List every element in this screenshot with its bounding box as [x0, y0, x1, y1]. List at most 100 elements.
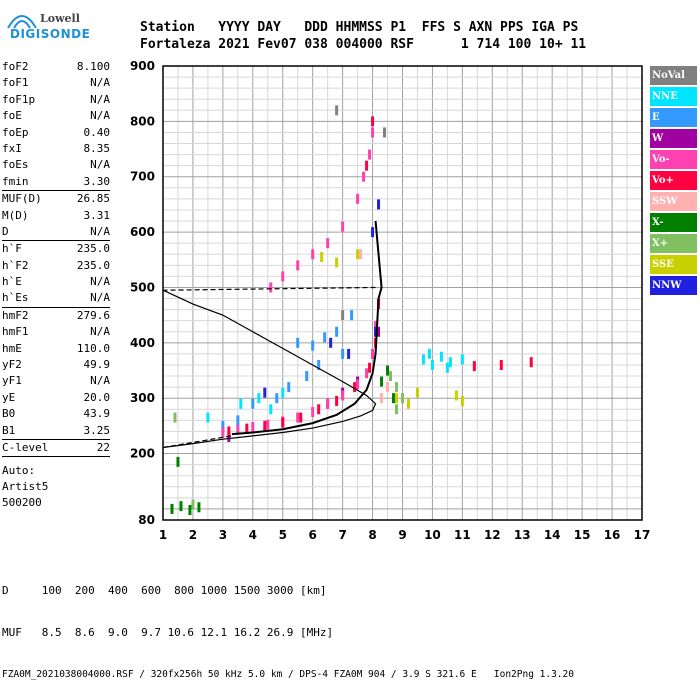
echo-point [269, 282, 273, 293]
echo-point [371, 127, 375, 138]
echo-point [401, 393, 404, 404]
param-value: 22 [96, 440, 110, 454]
echo-point [445, 362, 449, 373]
echo-point [197, 502, 201, 513]
echo-point [371, 348, 375, 359]
footer-file-info: FZA0M_2021038004000.RSF / 320fx256h 50 k… [2, 669, 574, 680]
param-row: B0 43.9 [2, 406, 110, 422]
param-name: yF1 [2, 374, 22, 388]
param-value: 20.0 [83, 390, 111, 404]
param-name: foEs [2, 158, 29, 172]
echo-point [499, 359, 503, 370]
y-tick-label: 700 [130, 170, 155, 184]
true-height-profile [162, 289, 377, 449]
echo-point [383, 127, 387, 138]
footer-distance-row: D 100 200 400 600 800 1000 1500 3000 [km… [2, 584, 327, 597]
legend-item-e: E [650, 108, 697, 127]
param-row: B1 3.25 [2, 423, 110, 439]
param-name: foF2 [2, 60, 29, 73]
echo-point [356, 379, 360, 390]
x-tick-label: 3 [219, 528, 227, 542]
param-row: C-level 22 [2, 440, 110, 456]
echo-point [341, 310, 345, 321]
echo-point [191, 499, 195, 510]
echo-point [335, 257, 339, 268]
legend-item-noval: NoVal [650, 66, 697, 85]
legend-item-ssw: SSW [650, 192, 697, 211]
echo-point [296, 412, 300, 423]
y-tick-label: 300 [130, 391, 155, 405]
echo-point [427, 348, 431, 359]
ionogram-plot: 1 2 3 4 5 6 7 8 9 10 11 12 13 14 15 16 17802003004005006… [130, 59, 651, 542]
echo-point [335, 326, 339, 337]
x-tick-label: 5 [279, 528, 287, 542]
param-separator [2, 456, 110, 458]
echo-point [386, 365, 390, 376]
echo-point [281, 417, 285, 428]
param-value: N/A [90, 158, 110, 172]
echo-point [460, 354, 464, 365]
param-value: N/A [90, 275, 110, 289]
x-tick-label: 17 [634, 528, 651, 542]
x-tick-label: 14 [544, 528, 561, 542]
echo-point [335, 105, 339, 116]
y-tick-label: 80 [138, 513, 155, 527]
echo-point [281, 271, 285, 282]
scaled-parameters-panel: foF2 8.100 foF1 N/A foF1p N/A foE N/A foEp 0.40 fx… [2, 59, 110, 511]
echo-point [392, 393, 396, 404]
footer-muf-row: MUF 8.5 8.6 9.0 9.7 10.6 12.1 16.2 26.9 … [2, 626, 334, 639]
echo-point [377, 199, 381, 210]
param-value: 26.85 [76, 192, 110, 206]
legend-item-nne: NNE [650, 87, 697, 106]
echo-point [269, 404, 273, 415]
echo-point [188, 505, 192, 516]
header-values: Fortaleza 2021 Fev07 038 004000 RSF 1 71… [140, 37, 587, 52]
echo-point [221, 427, 225, 438]
param-value: 8.35 [83, 141, 111, 155]
echo-point [380, 393, 384, 404]
echo-point [448, 357, 452, 368]
param-row: hmF2 279.6 [2, 308, 110, 324]
legend-item-x-: X+ [650, 234, 697, 253]
echo-point [299, 412, 303, 423]
param-row: foF1 N/A [2, 75, 110, 91]
echo-point [362, 171, 366, 182]
echo-point [281, 387, 285, 398]
echo-point [368, 362, 372, 373]
echo-point [365, 160, 369, 171]
x-tick-label: 2 [189, 528, 197, 542]
x-tick-label: 8 [368, 528, 376, 542]
y-tick-label: 200 [130, 447, 155, 461]
logo-arcs-icon [7, 15, 37, 29]
echo-point [421, 354, 425, 365]
legend: NoVal NNE E W Vo- Vo+ SSW X- X+ SSE NNW [650, 66, 697, 297]
echo-point [454, 390, 458, 401]
param-name: foF1p [2, 92, 36, 106]
echo-point [317, 404, 321, 415]
param-row: MUF(D) 26.85 [2, 191, 110, 207]
echo-point [395, 393, 399, 404]
param-value: 3.25 [83, 423, 111, 437]
echo-point [395, 404, 399, 415]
echo-point [245, 423, 249, 434]
legend-item-nnw: NNW [650, 276, 697, 295]
legend-item-x-: X- [650, 213, 697, 232]
param-row: foF1p N/A [2, 92, 110, 108]
echo-point [311, 249, 315, 260]
echo-point [389, 371, 393, 382]
param-row: foEp 0.40 [2, 125, 110, 141]
param-row: hmE 110.0 [2, 341, 110, 357]
echo-point [305, 371, 309, 382]
param-value: 43.9 [83, 407, 111, 421]
x-tick-label: 6 [309, 528, 317, 542]
param-value: N/A [90, 291, 110, 305]
x-tick-label: 12 [484, 528, 501, 542]
auto-scaling-l2: Artist5 [2, 480, 49, 494]
legend-item-vo-: Vo+ [650, 171, 697, 190]
echo-point [439, 351, 443, 362]
param-name: B0 [2, 407, 16, 421]
param-value: N/A [90, 92, 110, 106]
param-row: h`E N/A [2, 274, 110, 290]
echo-point [335, 395, 339, 406]
echo-point [251, 398, 255, 409]
